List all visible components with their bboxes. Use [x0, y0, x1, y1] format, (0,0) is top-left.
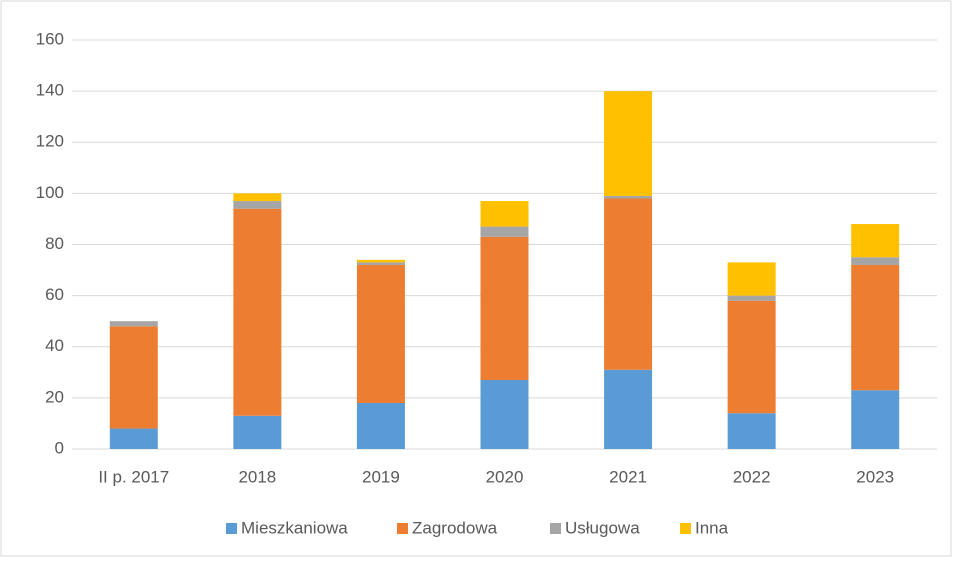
legend-swatch	[550, 523, 561, 534]
x-tick-label: 2018	[238, 467, 276, 486]
x-tick-label: 2020	[486, 467, 524, 486]
y-tick-label: 140	[36, 81, 64, 100]
bar-segment	[356, 262, 405, 265]
y-tick-label: 160	[36, 29, 64, 48]
bar-segment	[604, 369, 653, 449]
x-tick-label: 2021	[609, 467, 647, 486]
bar-segment	[109, 326, 158, 429]
y-tick-label: 0	[55, 438, 64, 457]
bar-segment	[233, 415, 282, 449]
bar-segment	[604, 198, 653, 370]
bar-segment	[851, 390, 900, 449]
x-tick-label: 2023	[856, 467, 894, 486]
legend-label: Mieszkaniowa	[241, 518, 348, 537]
y-tick-label: 100	[36, 183, 64, 202]
bar-segment	[233, 208, 282, 416]
legend-swatch	[397, 523, 408, 534]
y-tick-label: 40	[45, 336, 64, 355]
legend-swatch	[226, 523, 237, 534]
bar-segment	[480, 236, 529, 380]
bar-segment	[604, 195, 653, 199]
bar-segment	[233, 201, 282, 209]
bar-segment	[480, 379, 529, 449]
bar-segment	[727, 413, 776, 449]
bar-segment	[109, 428, 158, 449]
bar-segment	[233, 193, 282, 202]
legend-label: Zagrodowa	[412, 518, 498, 537]
x-tick-label: II p. 2017	[98, 467, 169, 486]
bar-segment	[356, 402, 405, 449]
bar-segment	[851, 264, 900, 391]
legend-label: Usługowa	[565, 518, 640, 537]
bar-segment	[727, 300, 776, 414]
bar-segment	[727, 262, 776, 296]
y-tick-label: 120	[36, 132, 64, 151]
bar-segment	[109, 321, 158, 327]
bar-segment	[851, 257, 900, 265]
y-tick-label: 60	[45, 285, 64, 304]
bar-segment	[480, 226, 529, 237]
bar-segment	[480, 201, 529, 227]
x-tick-label: 2022	[733, 467, 771, 486]
bar-segment	[851, 224, 900, 258]
y-tick-label: 20	[45, 387, 64, 406]
bar-segment	[356, 264, 405, 403]
y-tick-label: 80	[45, 234, 64, 253]
x-tick-label: 2019	[362, 467, 400, 486]
legend-label: Inna	[695, 518, 729, 537]
legend-swatch	[680, 523, 691, 534]
bar-segment	[356, 259, 405, 263]
bar-segment	[604, 91, 653, 196]
bar-segment	[727, 295, 776, 301]
